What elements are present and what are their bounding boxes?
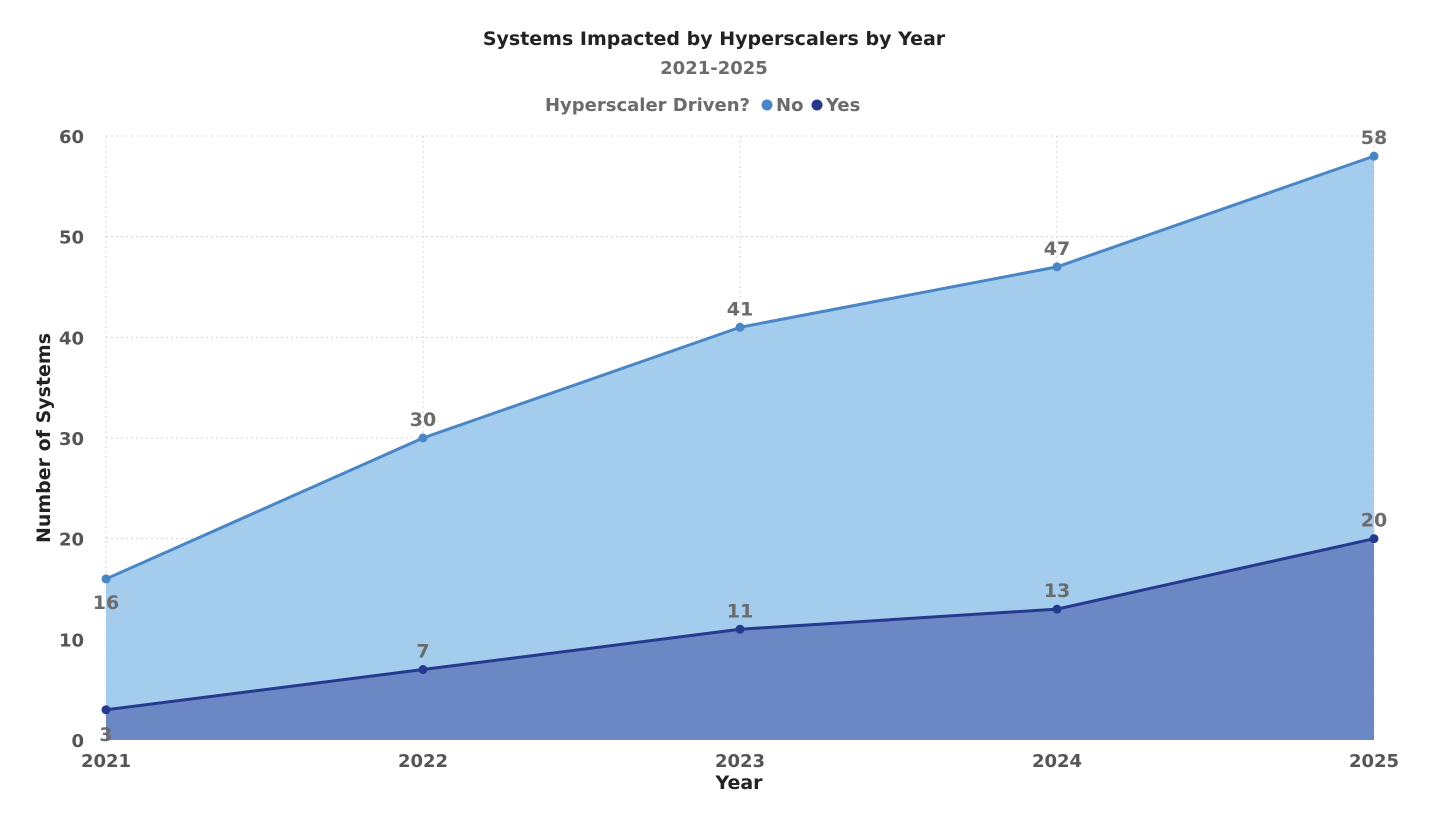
point-no-2023 xyxy=(735,322,745,332)
x-axis-ticks: 2021 2022 2023 2024 2025 xyxy=(81,751,1399,772)
point-no-2024 xyxy=(1052,262,1062,272)
data-label-yes-2021: 3 xyxy=(99,724,112,746)
y-axis-ticks: 0 10 20 30 40 50 60 xyxy=(59,127,84,752)
point-yes-2023 xyxy=(735,624,745,634)
point-yes-2024 xyxy=(1052,604,1062,614)
y-tick-30: 30 xyxy=(59,429,84,450)
y-tick-0: 0 xyxy=(71,731,84,752)
data-label-yes-2022: 7 xyxy=(416,641,429,663)
legend-label-yes: Yes xyxy=(825,95,860,116)
point-yes-2025 xyxy=(1369,534,1379,544)
point-yes-2022 xyxy=(418,665,428,675)
data-labels: 16 30 41 47 58 3 7 11 13 20 xyxy=(93,127,1387,746)
y-tick-60: 60 xyxy=(59,127,84,148)
data-label-yes-2025: 20 xyxy=(1361,510,1387,532)
data-points xyxy=(101,151,1379,715)
point-no-2025 xyxy=(1369,151,1379,161)
data-label-no-2021: 16 xyxy=(93,592,119,614)
x-tick-2024: 2024 xyxy=(1032,751,1082,772)
data-label-no-2023: 41 xyxy=(727,298,753,320)
legend-label-no: No xyxy=(776,95,803,116)
chart-title: Systems Impacted by Hyperscalers by Year xyxy=(483,28,946,50)
data-label-no-2022: 30 xyxy=(410,409,436,431)
point-no-2022 xyxy=(418,433,428,443)
legend-marker-no xyxy=(761,99,773,111)
legend-marker-yes xyxy=(811,99,823,111)
data-label-yes-2024: 13 xyxy=(1044,580,1070,602)
area-series xyxy=(105,154,1375,741)
data-label-no-2025: 58 xyxy=(1361,127,1387,149)
legend-title: Hyperscaler Driven? xyxy=(545,95,750,116)
x-tick-2022: 2022 xyxy=(398,751,448,772)
x-tick-2021: 2021 xyxy=(81,751,131,772)
point-no-2021 xyxy=(101,574,111,584)
y-tick-20: 20 xyxy=(59,530,84,551)
x-axis-title: Year xyxy=(714,772,763,794)
legend: Hyperscaler Driven? No Yes xyxy=(545,95,860,116)
x-tick-2023: 2023 xyxy=(715,751,765,772)
data-label-yes-2023: 11 xyxy=(727,600,753,622)
x-tick-2025: 2025 xyxy=(1349,751,1399,772)
y-tick-40: 40 xyxy=(59,328,84,349)
y-tick-10: 10 xyxy=(59,630,84,651)
point-yes-2021 xyxy=(101,705,111,715)
area-no xyxy=(106,156,1374,741)
area-yes xyxy=(106,538,1374,740)
y-tick-50: 50 xyxy=(59,228,84,249)
data-label-no-2024: 47 xyxy=(1044,238,1070,260)
y-axis-title: Number of Systems xyxy=(33,333,55,543)
chart-subtitle: 2021-2025 xyxy=(660,58,768,79)
